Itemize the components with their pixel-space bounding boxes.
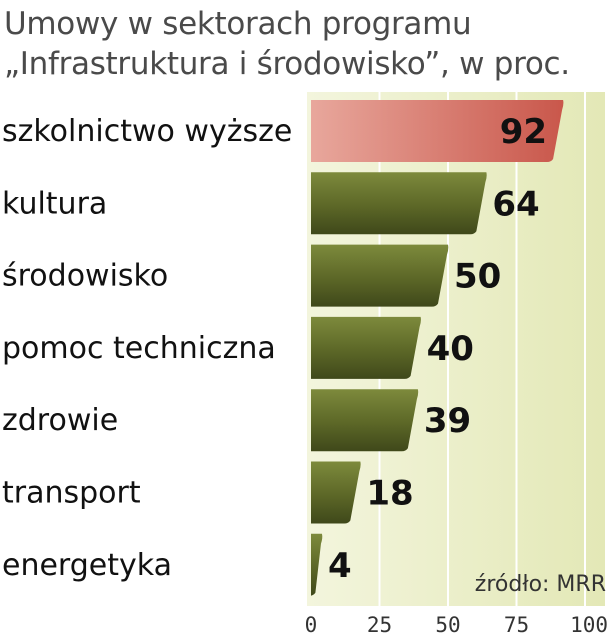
- source-note: źródło: MRR: [475, 572, 606, 597]
- category-label-3: pomoc techniczna: [2, 331, 276, 366]
- value-label-3: 40: [427, 329, 474, 369]
- category-label-4: zdrowie: [2, 403, 118, 438]
- category-label-1: kultura: [2, 186, 107, 221]
- chart-title-line-1: Umowy w sektorach programu: [4, 6, 472, 42]
- x-tick-50: 50: [435, 613, 460, 637]
- value-label-0: 92: [500, 112, 547, 152]
- value-label-1: 64: [492, 184, 539, 224]
- chart-title: Umowy w sektorach programu „Infrastruktu…: [4, 4, 608, 84]
- value-label-2: 50: [454, 257, 501, 297]
- chart-title-line-2: „Infrastruktura i środowisko”, w proc.: [4, 46, 570, 82]
- category-label-6: energetyka: [2, 548, 172, 583]
- x-tick-100: 100: [570, 613, 608, 637]
- value-labels: 92 64 50 40 39 18 4: [328, 112, 547, 586]
- bars: [309, 100, 564, 596]
- bar-0: [311, 100, 564, 162]
- category-label-0: szkolnictwo wyższe: [2, 114, 292, 149]
- category-label-5: transport: [2, 476, 141, 511]
- category-labels: szkolnictwo wyższe kultura środowisko pomoc…: [2, 114, 292, 583]
- bar-6: [309, 533, 323, 596]
- x-tick-75: 75: [504, 613, 529, 637]
- value-label-5: 18: [366, 474, 413, 514]
- bar-2: [311, 244, 449, 307]
- bar-5: [311, 461, 361, 524]
- category-label-2: środowisko: [2, 259, 168, 294]
- x-axis-ticks: 0 25 50 75 100: [305, 613, 608, 637]
- bar-3: [311, 316, 421, 379]
- x-tick-25: 25: [367, 613, 392, 637]
- value-label-4: 39: [424, 401, 471, 441]
- bar-4: [311, 389, 419, 452]
- bar-1: [311, 172, 487, 235]
- value-label-6: 4: [328, 546, 352, 586]
- x-tick-0: 0: [305, 613, 318, 637]
